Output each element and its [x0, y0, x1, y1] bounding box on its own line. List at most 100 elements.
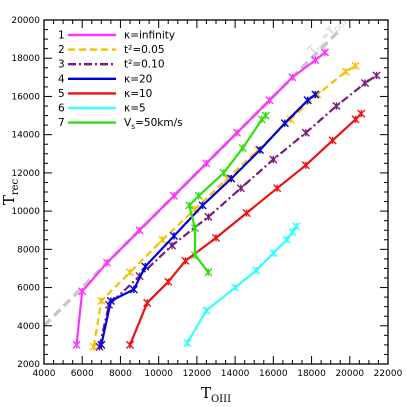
- series-1-point-7: [232, 128, 242, 137]
- series-4-point-8: [255, 145, 265, 155]
- y-tick-label: 2000: [17, 360, 40, 370]
- series-1-point-5: [169, 191, 179, 200]
- y-tick-label: 8000: [17, 245, 40, 255]
- series-1-point-9: [288, 73, 297, 82]
- series-1-point-4: [135, 226, 144, 235]
- legend-label: κ=10: [124, 88, 152, 100]
- legend-number: 2: [58, 44, 65, 56]
- x-tick-label: 8000: [109, 369, 132, 379]
- y-tick-label: 4000: [17, 322, 40, 332]
- x-tick-label: 14000: [221, 369, 250, 379]
- y-tick-label: 20000: [11, 16, 40, 26]
- series-3-point-9: [332, 101, 341, 111]
- series-4-point-4: [141, 262, 150, 271]
- y-tick-label: 6000: [17, 284, 40, 294]
- legend-number: 7: [58, 117, 65, 129]
- series-7-point-7: [238, 143, 247, 153]
- legend-label: κ=5: [124, 103, 146, 115]
- series-3-point-8: [301, 128, 310, 137]
- series-7: [185, 111, 270, 277]
- x-tick-label: 20000: [335, 369, 364, 379]
- series-1-point-2: [78, 287, 87, 296]
- series-6-point-4: [252, 266, 261, 275]
- series-1-point-1: [72, 340, 81, 349]
- legend-label: t²=0.05: [124, 44, 165, 56]
- series-1: [72, 48, 330, 349]
- series-1-point-8: [265, 96, 274, 105]
- series-4-point-7: [227, 174, 236, 183]
- legend-item-1: 1 κ=infinity: [58, 30, 175, 42]
- series-4-point-6: [198, 201, 207, 210]
- series-2-point-10: [341, 67, 351, 76]
- series-5-point-1: [125, 340, 135, 349]
- legend-number: 4: [58, 73, 65, 85]
- series-1-point-3: [102, 258, 112, 267]
- legend-number: 6: [58, 103, 65, 115]
- series-2-point-2: [97, 296, 106, 306]
- series-5-point-8: [301, 161, 310, 170]
- legend-item-4: 4 κ=20: [58, 73, 152, 85]
- series-4: [97, 90, 320, 349]
- series-6-point-5: [269, 249, 278, 258]
- series-5: [125, 109, 366, 349]
- series-3-point-5: [204, 212, 213, 221]
- series-7-point-2: [190, 250, 200, 260]
- series-4-point-1: [97, 340, 106, 349]
- series-5-point-2: [143, 298, 152, 307]
- series-3-point-11: [372, 71, 381, 80]
- y-tick-label: 16000: [11, 92, 40, 102]
- legend-item-7: 7 Vs=50km/s: [58, 117, 183, 131]
- series-7-point-4: [185, 201, 194, 210]
- series-4-point-10: [303, 96, 312, 105]
- series-5-point-11: [357, 109, 366, 118]
- x-axis-label: TOIII: [201, 384, 231, 405]
- series-4-point-3: [129, 285, 138, 294]
- series-layer: [72, 48, 381, 351]
- legend-item-6: 6 κ=5: [58, 103, 146, 115]
- series-5-point-9: [328, 136, 337, 145]
- series-5-point-3: [164, 277, 173, 286]
- series-6-point-6: [282, 235, 291, 244]
- series-3-point-10: [360, 78, 370, 88]
- series-4-point-9: [280, 119, 289, 128]
- legend-item-3: 3 t²=0.10: [58, 59, 165, 71]
- x-tick-label: 4000: [33, 369, 56, 379]
- y-axis-label: Trec: [0, 178, 21, 205]
- y-tick-label: 12000: [11, 169, 40, 179]
- legend-number: 1: [58, 30, 65, 42]
- series-7-point-9: [261, 111, 270, 120]
- series-2-point-3: [125, 268, 135, 277]
- series-6-point-8: [292, 222, 301, 231]
- series-5-point-5: [211, 233, 221, 242]
- y-tick-label: 18000: [11, 54, 40, 64]
- series-3-point-6: [236, 184, 245, 193]
- x-tick-label: 18000: [297, 369, 326, 379]
- legend-item-5: 5 κ=10: [58, 88, 152, 100]
- series-3-point-7: [269, 155, 278, 164]
- series-1-point-10: [311, 56, 320, 65]
- series-1-point-11: [320, 48, 330, 57]
- series-5-point-7: [273, 184, 282, 193]
- series-7-point-6: [219, 168, 228, 177]
- series-2-point-11: [351, 61, 360, 70]
- series-1-point-6: [202, 159, 211, 168]
- legend-label: t²=0.10: [124, 59, 165, 71]
- legend-number: 3: [58, 59, 65, 71]
- series-5-point-6: [242, 208, 251, 218]
- series-6-point-2: [202, 306, 211, 315]
- series-6: [183, 222, 301, 348]
- x-tick-label: 22000: [374, 369, 403, 379]
- series-7-point-1: [204, 268, 213, 277]
- axes-layer: 4000 6000 8000 10000 12000 14000 16000 18000 200…: [11, 16, 402, 379]
- legend-item-2: 2 t²=0.05: [58, 44, 165, 56]
- series-2-point-4: [158, 235, 167, 244]
- series-4-point-11: [311, 90, 320, 99]
- legend-label: κ=20: [124, 73, 152, 85]
- legend-label: κ=infinity: [124, 30, 175, 42]
- series-4-point-2: [106, 296, 115, 306]
- y-tick-label: 10000: [11, 207, 40, 217]
- legend: 1 κ=infinity 2 t²=0.05 3 t²=0.10 4 κ=20 5 κ=10 6 κ=…: [58, 30, 183, 132]
- legend-number: 5: [58, 88, 65, 100]
- series-4-point-5: [169, 231, 179, 241]
